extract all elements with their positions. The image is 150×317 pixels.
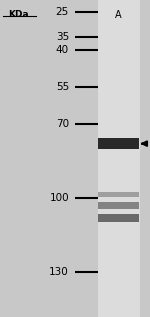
Text: A: A — [115, 10, 122, 20]
Bar — [98, 192, 139, 197]
Text: 55: 55 — [56, 82, 69, 92]
Bar — [98, 0, 140, 317]
Bar — [98, 203, 139, 209]
Text: 130: 130 — [49, 268, 69, 277]
Text: 25: 25 — [56, 7, 69, 17]
Text: 40: 40 — [56, 44, 69, 55]
Bar — [98, 138, 139, 149]
Bar — [98, 214, 139, 222]
Text: 70: 70 — [56, 119, 69, 129]
Text: 100: 100 — [49, 193, 69, 203]
Text: 35: 35 — [56, 32, 69, 42]
Text: KDa: KDa — [8, 10, 28, 19]
